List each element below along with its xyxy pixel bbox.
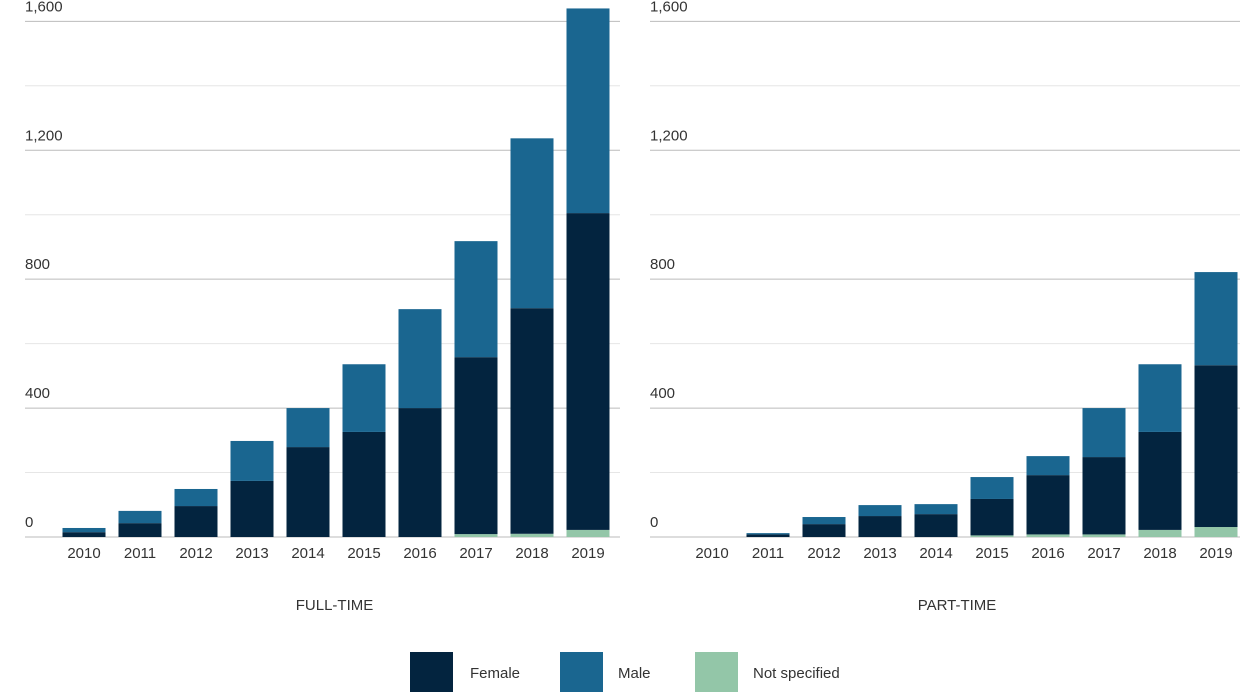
bar-segment: [1194, 365, 1238, 528]
legend-label: Female: [470, 665, 520, 682]
bar-segment: [1026, 534, 1070, 537]
x-tick-label: 2016: [403, 545, 436, 562]
bar-segment: [802, 524, 846, 537]
x-tick-label: 2018: [1143, 545, 1176, 562]
y-tick-label: 1,600: [25, 0, 63, 15]
bar-segment: [970, 498, 1014, 536]
x-axis-label: FULL-TIME: [296, 597, 374, 614]
y-tick-label: 800: [650, 256, 675, 273]
x-tick-label: 2015: [347, 545, 380, 562]
legend-swatch: [560, 652, 603, 692]
x-tick-label: 2015: [975, 545, 1008, 562]
x-tick-label: 2010: [67, 545, 100, 562]
x-tick-label: 2010: [695, 545, 728, 562]
bar-segment: [510, 138, 554, 309]
bar-segment: [1138, 431, 1182, 530]
y-tick-label: 0: [25, 514, 33, 531]
bar-segment: [802, 517, 846, 525]
bar-segment: [1026, 475, 1070, 535]
y-tick-label: 1,600: [650, 0, 688, 15]
bar-segment: [1138, 529, 1182, 537]
bar-segment: [510, 308, 554, 534]
bar-segment: [118, 523, 162, 537]
x-axis-label: PART-TIME: [918, 597, 997, 614]
bar-segment: [174, 488, 218, 507]
legend-label: Male: [618, 665, 651, 682]
x-tick-label: 2014: [291, 545, 324, 562]
x-tick-label: 2011: [752, 545, 784, 562]
bar-segment: [230, 480, 274, 537]
y-tick-label: 800: [25, 256, 50, 273]
bar-segment: [286, 447, 330, 537]
bar-segment: [398, 408, 442, 537]
bar-segment: [1194, 272, 1238, 366]
legend-swatch: [410, 652, 453, 692]
x-tick-label: 2012: [807, 545, 840, 562]
bar-segment: [746, 533, 790, 535]
legend-label: Not specified: [753, 665, 840, 682]
y-tick-label: 400: [25, 385, 50, 402]
bar-segment: [286, 408, 330, 448]
bar-segment: [118, 510, 162, 524]
bar-segment: [858, 505, 902, 517]
bar-segment: [914, 514, 958, 537]
x-tick-label: 2019: [571, 545, 604, 562]
bar-segment: [1194, 527, 1238, 537]
bar-segment: [914, 504, 958, 515]
bar-segment: [454, 534, 498, 537]
y-tick-label: 1,200: [25, 127, 63, 144]
bar-segment: [566, 213, 610, 530]
bar-segment: [1082, 408, 1126, 458]
bar-segment: [62, 527, 106, 533]
bar-segment: [566, 529, 610, 537]
bar-segment: [342, 431, 386, 537]
bar-segment: [398, 309, 442, 409]
bar-segment: [970, 477, 1014, 499]
bar-segment: [858, 516, 902, 537]
bar-segment: [62, 532, 106, 537]
bar-segment: [970, 535, 1014, 537]
x-tick-label: 2018: [515, 545, 548, 562]
x-tick-label: 2019: [1199, 545, 1232, 562]
x-tick-label: 2016: [1031, 545, 1064, 562]
y-tick-label: 0: [650, 514, 658, 531]
bar-segment: [746, 534, 790, 537]
x-tick-label: 2012: [179, 545, 212, 562]
bar-segment: [454, 357, 498, 535]
bar-segment: [566, 8, 610, 214]
x-tick-label: 2017: [1087, 545, 1120, 562]
bar-segment: [1082, 534, 1126, 537]
bar-segment: [510, 533, 554, 537]
bar-segment: [1082, 457, 1126, 535]
y-tick-label: 1,200: [650, 127, 688, 144]
y-tick-label: 400: [650, 385, 675, 402]
x-tick-label: 2017: [459, 545, 492, 562]
bar-segment: [174, 506, 218, 537]
x-tick-label: 2013: [235, 545, 268, 562]
bar-segment: [230, 440, 274, 481]
x-tick-label: 2014: [919, 545, 952, 562]
x-tick-label: 2013: [863, 545, 896, 562]
bar-segment: [342, 364, 386, 432]
x-tick-label: 2011: [124, 545, 156, 562]
legend-swatch: [695, 652, 738, 692]
bar-segment: [1026, 456, 1070, 476]
bar-segment: [1138, 364, 1182, 432]
bar-segment: [454, 241, 498, 358]
